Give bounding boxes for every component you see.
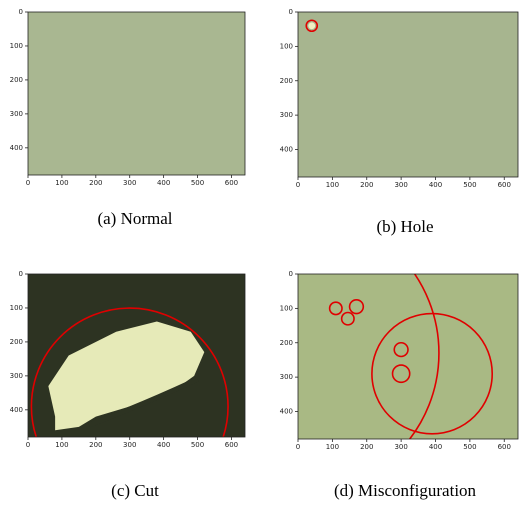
x-tick-label: 300 [123, 179, 136, 187]
caption: (d) Misconfiguration [334, 481, 477, 500]
x-tick-label: 600 [225, 179, 238, 187]
x-tick-label: 300 [394, 443, 407, 451]
x-tick-label: 400 [429, 181, 442, 189]
y-tick-label: 400 [10, 406, 23, 414]
image-background [298, 274, 518, 439]
x-tick-label: 300 [394, 181, 407, 189]
x-tick-label: 200 [89, 441, 102, 449]
y-tick-label: 0 [19, 8, 23, 16]
y-tick-label: 200 [280, 77, 293, 85]
x-tick-label: 200 [360, 443, 373, 451]
x-tick-label: 500 [463, 443, 476, 451]
image [28, 12, 245, 175]
y-tick-label: 200 [10, 76, 23, 84]
x-tick-label: 100 [55, 179, 68, 187]
x-tick-label: 600 [225, 441, 238, 449]
y-tick-label: 300 [280, 373, 293, 381]
y-tick-label: 400 [280, 146, 293, 154]
y-tick-label: 0 [289, 8, 293, 16]
y-tick-label: 100 [280, 304, 293, 312]
bright-spot [308, 22, 315, 29]
panel: 0 100 200 300 400 500 600 0 100 200 300 400 (a) Norm… [10, 8, 245, 228]
x-tick-label: 200 [89, 179, 102, 187]
panel: 0 100 200 300 400 500 600 0 100 200 300 400 (c) Cut [10, 270, 245, 505]
x-tick-label: 500 [191, 179, 204, 187]
caption: (a) Normal [97, 209, 172, 228]
y-tick-label: 0 [19, 270, 23, 278]
y-tick-label: 100 [10, 42, 23, 50]
x-tick-label: 500 [191, 441, 204, 449]
y-tick-label: 200 [280, 339, 293, 347]
image [298, 12, 518, 177]
panel: 0 100 200 300 400 500 600 0 100 200 300 400 (b) Hole [280, 8, 518, 236]
x-tick-label: 400 [157, 179, 170, 187]
y-tick-label: 100 [280, 42, 293, 50]
x-tick-label: 500 [463, 181, 476, 189]
caption: (c) Cut [111, 481, 159, 500]
caption: (b) Hole [376, 217, 433, 236]
x-tick-label: 300 [123, 441, 136, 449]
x-tick-label: 100 [326, 443, 339, 451]
x-tick-label: 0 [296, 443, 300, 451]
figure: 0 100 200 300 400 500 600 0 100 200 300 400 (a) Norm… [0, 0, 523, 508]
y-tick-label: 200 [10, 338, 23, 346]
image [28, 274, 245, 505]
x-tick-label: 100 [55, 441, 68, 449]
y-tick-label: 400 [10, 144, 23, 152]
x-tick-label: 200 [360, 181, 373, 189]
x-tick-label: 0 [26, 179, 30, 187]
image-background [28, 12, 245, 175]
y-tick-label: 300 [10, 110, 23, 118]
x-tick-label: 100 [326, 181, 339, 189]
y-tick-label: 300 [280, 111, 293, 119]
image-background [298, 12, 518, 177]
x-tick-label: 400 [429, 443, 442, 451]
y-tick-label: 0 [289, 270, 293, 278]
x-tick-label: 600 [498, 181, 511, 189]
y-tick-label: 300 [10, 372, 23, 380]
y-tick-label: 100 [10, 304, 23, 312]
x-tick-label: 0 [26, 441, 30, 449]
y-tick-label: 400 [280, 408, 293, 416]
x-tick-label: 0 [296, 181, 300, 189]
x-tick-label: 400 [157, 441, 170, 449]
x-tick-label: 600 [498, 443, 511, 451]
